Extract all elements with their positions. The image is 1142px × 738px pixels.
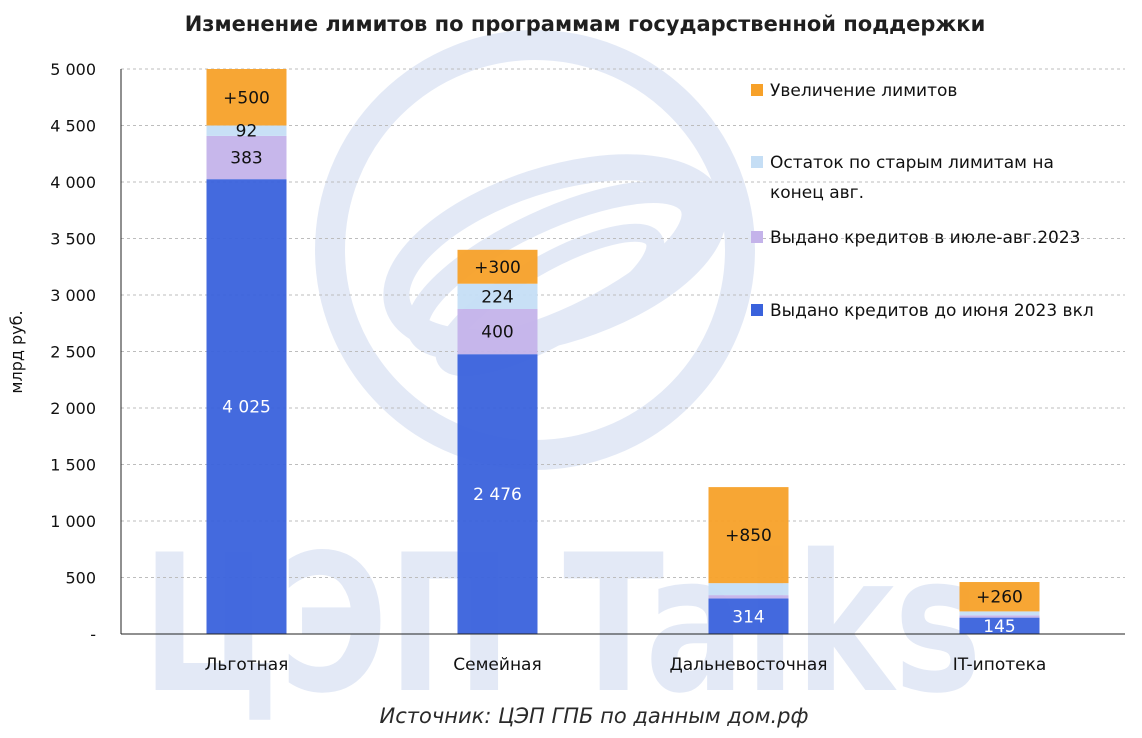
bar-segment — [457, 309, 538, 355]
data-label: 383 — [230, 149, 262, 169]
bar-segment — [206, 125, 287, 136]
data-label: 145 — [983, 617, 1015, 637]
y-tick-label: 3 000 — [50, 286, 96, 305]
y-tick-label: 4 500 — [50, 117, 96, 136]
y-tick-label: 5 000 — [50, 60, 96, 79]
bar-segment — [206, 69, 287, 126]
data-label: +500 — [223, 88, 270, 108]
x-tick-label: Льготная — [205, 655, 289, 675]
legend-label: Выдано кредитов до июня 2023 вкл — [770, 301, 1094, 321]
bar-segment — [457, 249, 538, 284]
y-tick-label: - — [90, 625, 96, 644]
bar-segment — [959, 582, 1040, 612]
bar-segment — [206, 135, 287, 180]
data-label: 314 — [732, 607, 764, 627]
source-note: Источник: ЦЭП ГПБ по данным дом.рф — [380, 704, 809, 728]
legend: Увеличение лимитов Остаток по старым лими… — [751, 81, 1094, 321]
data-label: +300 — [474, 258, 521, 278]
data-label: +850 — [725, 526, 772, 546]
y-tick-label: 2 500 — [50, 343, 96, 362]
bar-labels: 4 025 383 92 +500 2 476 400 224 +300 314 +850 145 +… — [222, 88, 1023, 637]
bar-segment — [457, 354, 538, 634]
y-tick-label: 3 500 — [50, 230, 96, 249]
grid — [121, 68, 1125, 578]
chart-title: Изменение лимитов по программам государс… — [185, 12, 986, 36]
bar-segment — [708, 595, 789, 599]
legend-swatch — [751, 156, 763, 168]
y-tick-label: 500 — [65, 569, 96, 588]
data-label: 400 — [481, 323, 513, 343]
data-label: 92 — [236, 122, 258, 142]
legend-label: Увеличение лимитов — [770, 81, 957, 101]
bar-segment — [206, 179, 287, 635]
bar-segment — [708, 598, 789, 634]
bar-segment — [959, 615, 1040, 618]
y-tick-label: 1 000 — [50, 512, 96, 531]
bars — [206, 69, 1040, 635]
legend-label: Остаток по старым лимитам на конец авг. — [770, 153, 1054, 203]
x-axis: Льготная Семейная Дальневосточная IT-ипотек… — [205, 655, 1047, 675]
y-tick-label: 1 500 — [50, 456, 96, 475]
bar-segment — [959, 611, 1040, 616]
x-tick-label: Дальневосточная — [669, 655, 827, 675]
y-axis-label: млрд руб. — [7, 310, 26, 393]
data-label: +260 — [976, 588, 1023, 608]
data-label: 2 476 — [473, 485, 522, 505]
x-tick-label: IT-ипотека — [953, 655, 1047, 675]
data-label: 224 — [481, 287, 513, 307]
legend-swatch — [751, 231, 763, 243]
bar-segment — [959, 617, 1040, 634]
y-tick-label: 2 000 — [50, 399, 96, 418]
data-label: 4 025 — [222, 398, 271, 418]
legend-swatch — [751, 84, 763, 96]
bar-segment — [708, 583, 789, 596]
x-tick-label: Семейная — [453, 655, 541, 675]
bar-segment — [708, 487, 789, 584]
legend-label: Выдано кредитов в июле-авг.2023 — [770, 228, 1081, 248]
legend-swatch — [751, 304, 763, 316]
bar-segment — [457, 283, 538, 310]
y-tick-label: 4 000 — [50, 173, 96, 192]
y-axis: - 500 1 000 1 500 2 000 2 500 3 000 3 500 4 000 4… — [50, 60, 96, 644]
